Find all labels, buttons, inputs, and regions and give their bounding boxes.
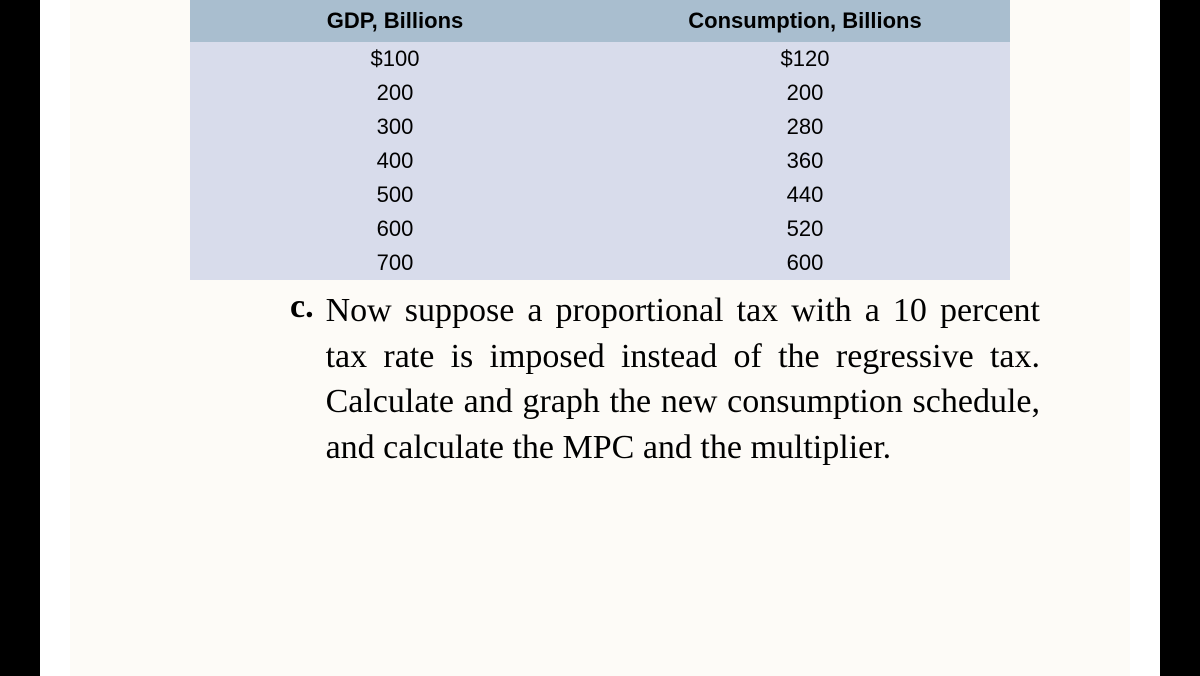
cell-gdp: 500: [190, 178, 600, 212]
table-row: 600 520: [190, 212, 1010, 246]
left-white-gap: [40, 0, 70, 676]
right-black-bar: [1160, 0, 1200, 676]
cell-consumption: 200: [600, 76, 1010, 110]
question-text: Now suppose a proportional tax with a 10…: [326, 288, 1070, 470]
table-row: 300 280: [190, 110, 1010, 144]
table-header-row: GDP, Billions Consumption, Billions: [190, 0, 1010, 42]
data-table-wrap: GDP, Billions Consumption, Billions $100…: [190, 0, 1010, 280]
cell-gdp: $100: [190, 42, 600, 76]
cell-gdp: 200: [190, 76, 600, 110]
cell-consumption: 280: [600, 110, 1010, 144]
question-block: c. Now suppose a proportional tax with a…: [130, 288, 1070, 470]
cell-gdp: 300: [190, 110, 600, 144]
table-row: 400 360: [190, 144, 1010, 178]
cell-consumption: $120: [600, 42, 1010, 76]
cell-consumption: 600: [600, 246, 1010, 280]
right-white-gap: [1130, 0, 1160, 676]
table-row: $100 $120: [190, 42, 1010, 76]
table-row: 200 200: [190, 76, 1010, 110]
cell-gdp: 400: [190, 144, 600, 178]
col-header-gdp: GDP, Billions: [190, 0, 600, 42]
cell-gdp: 700: [190, 246, 600, 280]
question-label: c.: [290, 288, 314, 326]
gdp-consumption-table: GDP, Billions Consumption, Billions $100…: [190, 0, 1010, 280]
col-header-consumption: Consumption, Billions: [600, 0, 1010, 42]
table-row: 500 440: [190, 178, 1010, 212]
cell-consumption: 440: [600, 178, 1010, 212]
cell-consumption: 360: [600, 144, 1010, 178]
left-black-bar: [0, 0, 40, 676]
cell-consumption: 520: [600, 212, 1010, 246]
page-content: GDP, Billions Consumption, Billions $100…: [70, 0, 1130, 676]
table-row: 700 600: [190, 246, 1010, 280]
cell-gdp: 600: [190, 212, 600, 246]
